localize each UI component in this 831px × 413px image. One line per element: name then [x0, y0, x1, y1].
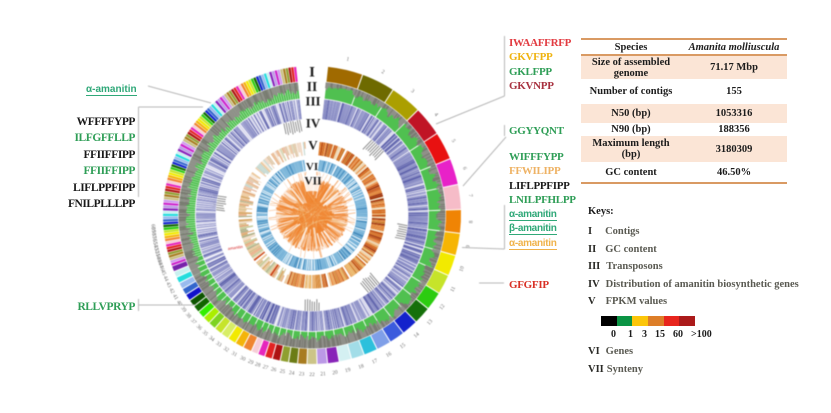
svg-text:52: 52 [153, 248, 160, 255]
svg-text:20: 20 [332, 370, 339, 377]
svg-text:14: 14 [413, 331, 421, 339]
svg-text:43: 43 [164, 281, 172, 289]
svg-text:37: 37 [189, 318, 197, 326]
svg-text:3: 3 [409, 88, 415, 95]
svg-text:7: 7 [467, 194, 473, 198]
svg-text:8: 8 [469, 220, 475, 223]
svg-text:29: 29 [247, 359, 255, 367]
svg-text:55: 55 [151, 239, 158, 246]
svg-text:1: 1 [346, 57, 350, 64]
svg-text:19: 19 [345, 367, 352, 374]
svg-text:33: 33 [214, 340, 222, 348]
svg-text:56: 56 [151, 236, 158, 243]
svg-text:11: 11 [449, 285, 457, 293]
svg-text:46: 46 [158, 265, 166, 272]
svg-text:23: 23 [299, 371, 305, 377]
svg-text:54: 54 [152, 242, 159, 249]
svg-text:10: 10 [458, 265, 466, 272]
svg-text:60: 60 [149, 224, 155, 230]
svg-text:5: 5 [450, 138, 457, 143]
svg-text:22: 22 [309, 372, 315, 378]
svg-text:32: 32 [222, 346, 230, 354]
svg-text:51: 51 [153, 250, 160, 257]
svg-text:V: V [308, 138, 318, 153]
svg-text:16: 16 [385, 351, 393, 359]
svg-text:39: 39 [179, 306, 187, 314]
svg-text:40: 40 [175, 299, 183, 307]
svg-text:45: 45 [159, 269, 167, 277]
svg-text:42: 42 [168, 287, 176, 295]
svg-text:24: 24 [289, 370, 295, 377]
svg-text:VI: VI [306, 161, 318, 173]
svg-text:amanitin: amanitin [227, 244, 243, 251]
svg-text:31: 31 [230, 350, 238, 358]
svg-text:13: 13 [426, 318, 434, 326]
svg-text:12: 12 [438, 303, 446, 311]
svg-text:50: 50 [154, 253, 161, 260]
svg-text:4: 4 [433, 112, 440, 118]
svg-text:58: 58 [150, 230, 157, 236]
svg-text:21: 21 [320, 371, 326, 377]
svg-text:VII: VII [304, 175, 322, 187]
svg-text:15: 15 [399, 342, 407, 350]
svg-text:IV: IV [306, 116, 321, 131]
svg-text:25: 25 [279, 369, 286, 376]
svg-text:2: 2 [380, 69, 385, 76]
svg-text:44: 44 [162, 275, 170, 283]
svg-text:41: 41 [171, 293, 179, 301]
svg-text:38: 38 [184, 312, 192, 320]
svg-text:6: 6 [461, 166, 468, 171]
svg-text:53: 53 [152, 245, 159, 252]
svg-text:47: 47 [157, 262, 165, 269]
svg-text:34: 34 [207, 335, 215, 343]
svg-text:36: 36 [195, 324, 203, 332]
svg-text:26: 26 [270, 366, 277, 373]
svg-text:48: 48 [156, 259, 163, 266]
svg-text:28: 28 [254, 361, 261, 369]
svg-text:35: 35 [201, 329, 209, 337]
svg-text:II: II [307, 79, 318, 94]
svg-text:27: 27 [262, 364, 269, 371]
svg-text:III: III [305, 94, 320, 109]
svg-text:9: 9 [465, 244, 471, 248]
svg-text:18: 18 [358, 363, 365, 370]
svg-text:I: I [309, 65, 315, 81]
svg-text:49: 49 [155, 256, 162, 263]
svg-text:17: 17 [371, 358, 379, 366]
svg-text:59: 59 [150, 227, 157, 233]
svg-text:30: 30 [239, 355, 247, 363]
svg-text:57: 57 [150, 233, 157, 239]
